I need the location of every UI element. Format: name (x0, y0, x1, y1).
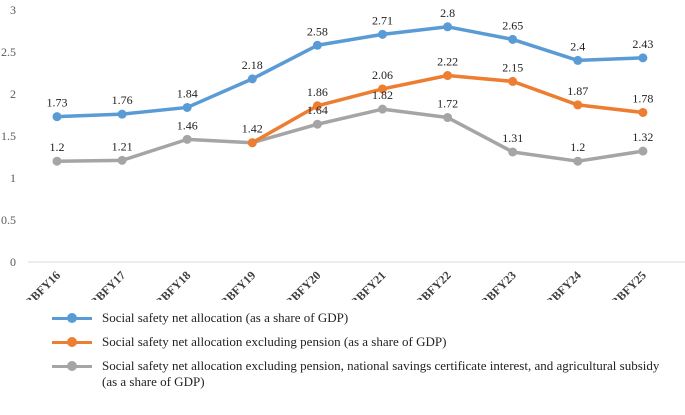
series-3-data-label: 1.31 (502, 131, 523, 145)
series-3-data-label: 1.72 (437, 97, 458, 111)
series-3-data-label: 1.32 (632, 130, 653, 144)
series-1-data-label: 1.73 (47, 96, 68, 110)
series-1-point (443, 22, 453, 32)
x-tick-label: RBFY23 (477, 268, 518, 300)
legend-label-series-3: Social safety net allocation excluding p… (102, 358, 660, 389)
y-tick-label: 1 (10, 171, 16, 185)
x-tick-label: RBFY18 (152, 268, 193, 300)
series-3-data-label: 1.2 (50, 140, 65, 154)
series-2-data-label: 2.15 (502, 60, 523, 74)
series-3-point (182, 134, 192, 144)
series-1-line (55, 25, 645, 119)
x-tick-label: RBFY17 (87, 268, 128, 300)
series-3-line (55, 107, 645, 163)
series-2-data-label: 1.78 (632, 91, 653, 105)
y-tick-label: 2 (10, 87, 16, 101)
legend-label-series-1: Social safety net allocation (as a share… (102, 310, 349, 325)
series-2-point (443, 71, 453, 81)
series-2-point (508, 76, 518, 86)
series-1-data-label: 2.65 (502, 18, 523, 32)
series-2-point (312, 101, 322, 111)
series-2-point (638, 107, 648, 117)
series-1-point (247, 74, 257, 84)
series-2-data-label: 1.86 (307, 85, 328, 99)
series-3-point (117, 155, 127, 165)
series-1-data-label: 1.76 (112, 93, 133, 107)
series-3-data-label: 1.46 (177, 118, 198, 132)
series-3-data-label: 1.82 (372, 88, 393, 102)
series-3-point (638, 146, 648, 156)
series-3-point (508, 147, 518, 157)
series-1-point (573, 55, 583, 65)
series-3-point (573, 156, 583, 166)
legend-label-series-2: Social safety net allocation excluding p… (102, 334, 447, 349)
legend-item-series-1: Social safety net allocation (as a share… (52, 310, 677, 326)
series-3-data-label: 1.42 (242, 122, 263, 136)
legend-swatch-series-1 (52, 312, 92, 324)
series-1-data-label: 2.58 (307, 24, 328, 38)
y-tick-label: 2.5 (1, 45, 16, 59)
series-1-point (182, 102, 192, 112)
series-3-data-label: 1.64 (307, 103, 328, 117)
y-tick-label: 1.5 (1, 129, 16, 143)
series-1-point (117, 109, 127, 119)
series-2-point (247, 138, 257, 148)
x-tick-label: RBFY22 (412, 268, 453, 300)
y-tick-label: 0 (10, 255, 16, 269)
series-3-point (312, 119, 322, 129)
series-3-data-label: 1.2 (570, 140, 585, 154)
series-1-data-label: 2.8 (440, 6, 455, 20)
series-2-point (573, 100, 583, 110)
y-tick-label: 0.5 (1, 213, 16, 227)
line-chart: 0 0.5 1 1.5 2 2.5 3 RBFY16 RBFY17 RBFY18 RBFY19 RBF… (1, 3, 685, 310)
series-1-data-label: 2.4 (570, 39, 585, 53)
x-tick-label: RBFY16 (22, 268, 63, 300)
series-1-data-label: 2.43 (632, 37, 653, 51)
series-1-point (52, 112, 62, 122)
series-1-data-label: 1.84 (177, 86, 198, 100)
x-tick-label: RBFY20 (282, 268, 323, 300)
series-3-point (52, 156, 62, 166)
series-3-point (378, 104, 387, 114)
legend-item-series-2: Social safety net allocation excluding p… (52, 334, 677, 350)
series-3-point (443, 113, 453, 123)
legend-swatch-series-2 (52, 336, 92, 348)
legend-item-series-3: Social safety net allocation excluding p… (52, 358, 677, 390)
series-2-data-label: 1.87 (567, 84, 588, 98)
y-tick-label: 3 (10, 3, 16, 17)
legend-swatch-series-3 (52, 360, 92, 372)
x-tick-label: RBFY24 (542, 268, 583, 300)
series-2-point (378, 84, 387, 94)
x-tick-label: RBFY21 (347, 268, 388, 300)
legend: Social safety net allocation (as a share… (52, 310, 677, 398)
x-tick-label: RBFY25 (608, 268, 649, 300)
series-1-data-label: 2.18 (242, 58, 263, 72)
series-1-point (378, 29, 387, 39)
series-2-data-label: 2.22 (437, 55, 458, 69)
series-1-data-label: 2.71 (372, 13, 393, 27)
x-tick-label: RBFY19 (217, 268, 258, 300)
series-2-data-label: 2.06 (372, 68, 393, 82)
series-1-point (638, 53, 648, 63)
series-1-point (312, 40, 322, 50)
series-1-point (508, 34, 518, 44)
series-3-data-label: 1.21 (112, 139, 133, 153)
